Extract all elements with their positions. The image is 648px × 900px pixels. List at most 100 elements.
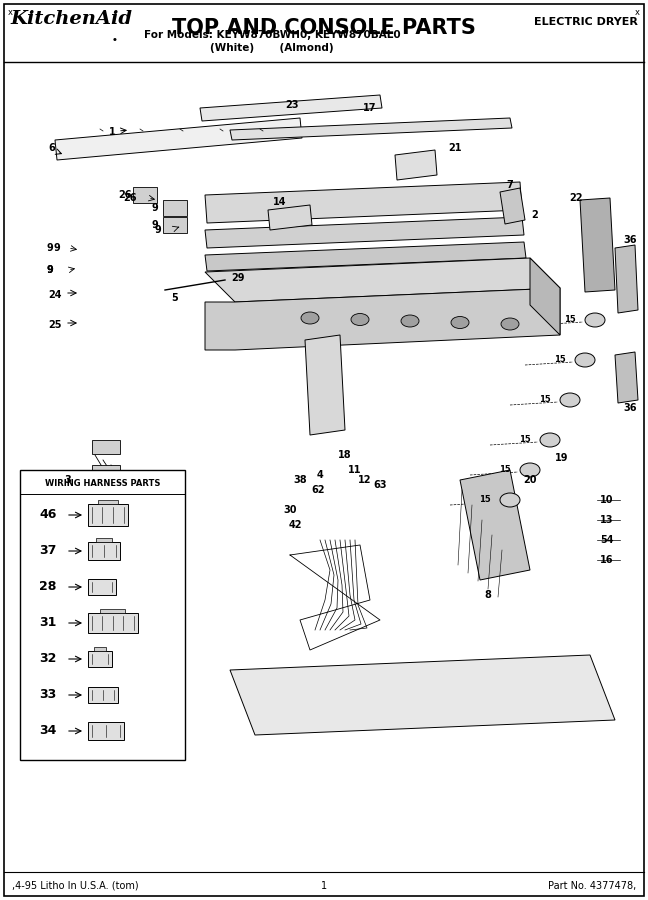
Text: 46: 46 bbox=[40, 508, 56, 521]
Bar bbox=[88, 579, 116, 595]
Text: 21: 21 bbox=[448, 143, 462, 153]
Text: ELECTRIC DRYER: ELECTRIC DRYER bbox=[534, 17, 638, 27]
Text: 14: 14 bbox=[273, 197, 287, 207]
Polygon shape bbox=[55, 118, 302, 160]
Bar bbox=[98, 500, 118, 504]
Text: 17: 17 bbox=[364, 103, 376, 113]
Polygon shape bbox=[205, 288, 560, 350]
Text: 30: 30 bbox=[283, 505, 297, 515]
Text: 23: 23 bbox=[285, 100, 299, 110]
Bar bbox=[100, 609, 125, 613]
Text: 12: 12 bbox=[358, 475, 372, 485]
Bar bbox=[88, 687, 118, 703]
Text: 63: 63 bbox=[373, 480, 387, 490]
Text: 1: 1 bbox=[109, 127, 115, 137]
Polygon shape bbox=[500, 188, 525, 224]
Polygon shape bbox=[460, 470, 530, 580]
Ellipse shape bbox=[501, 318, 519, 330]
Text: 31: 31 bbox=[40, 616, 56, 629]
Bar bbox=[88, 504, 128, 526]
Bar bbox=[88, 651, 112, 667]
Bar bbox=[163, 200, 187, 216]
Ellipse shape bbox=[500, 493, 520, 507]
Text: 7: 7 bbox=[507, 180, 513, 190]
Polygon shape bbox=[205, 217, 524, 248]
Text: 9: 9 bbox=[47, 265, 53, 275]
Bar bbox=[92, 440, 120, 454]
Text: 15: 15 bbox=[564, 316, 576, 325]
Text: ,4-95 Litho In U.S.A. (tom): ,4-95 Litho In U.S.A. (tom) bbox=[12, 881, 139, 891]
Polygon shape bbox=[530, 258, 560, 335]
Text: 19: 19 bbox=[555, 453, 569, 463]
Text: 9: 9 bbox=[152, 220, 158, 230]
Text: 42: 42 bbox=[288, 520, 302, 530]
Ellipse shape bbox=[520, 463, 540, 477]
Text: 26: 26 bbox=[123, 193, 137, 203]
Polygon shape bbox=[268, 205, 312, 230]
Ellipse shape bbox=[401, 315, 419, 327]
Text: 11: 11 bbox=[348, 465, 362, 475]
Text: 2: 2 bbox=[531, 210, 538, 220]
Text: (White)       (Almond): (White) (Almond) bbox=[211, 43, 334, 53]
Text: 54: 54 bbox=[600, 535, 614, 545]
Text: 9: 9 bbox=[47, 265, 53, 275]
Polygon shape bbox=[205, 182, 522, 223]
Text: 1: 1 bbox=[321, 881, 327, 891]
Text: 9: 9 bbox=[54, 243, 60, 253]
Text: 4: 4 bbox=[317, 470, 323, 480]
Polygon shape bbox=[580, 198, 615, 292]
Ellipse shape bbox=[451, 317, 469, 328]
Ellipse shape bbox=[540, 433, 560, 447]
Text: 9: 9 bbox=[155, 225, 161, 235]
Polygon shape bbox=[200, 95, 382, 121]
Ellipse shape bbox=[575, 353, 595, 367]
Polygon shape bbox=[395, 150, 437, 180]
Text: 34: 34 bbox=[40, 724, 56, 737]
Text: 10: 10 bbox=[600, 495, 614, 505]
Polygon shape bbox=[205, 242, 526, 271]
Text: 20: 20 bbox=[523, 475, 537, 485]
Bar bbox=[88, 722, 124, 740]
Text: TOP AND CONSOLE PARTS: TOP AND CONSOLE PARTS bbox=[172, 18, 476, 38]
Text: 24: 24 bbox=[48, 290, 62, 300]
Text: For Models: KEYW870BWH0, KEYW870BAL0: For Models: KEYW870BWH0, KEYW870BAL0 bbox=[144, 30, 400, 40]
Ellipse shape bbox=[301, 312, 319, 324]
Text: 36: 36 bbox=[623, 235, 637, 245]
Bar bbox=[92, 465, 120, 479]
Text: 38: 38 bbox=[293, 475, 307, 485]
Text: 6: 6 bbox=[49, 143, 55, 153]
Bar bbox=[94, 647, 106, 651]
Text: 16: 16 bbox=[600, 555, 614, 565]
Text: 22: 22 bbox=[569, 193, 583, 203]
Text: 28: 28 bbox=[40, 580, 56, 593]
Polygon shape bbox=[230, 118, 512, 140]
Text: 15: 15 bbox=[479, 496, 491, 505]
Text: .: . bbox=[112, 28, 118, 45]
Text: 62: 62 bbox=[311, 485, 325, 495]
Text: 25: 25 bbox=[48, 320, 62, 330]
Text: x: x bbox=[635, 8, 640, 17]
Polygon shape bbox=[615, 352, 638, 403]
Polygon shape bbox=[615, 245, 638, 313]
Text: 18: 18 bbox=[338, 450, 352, 460]
Text: 15: 15 bbox=[554, 356, 566, 364]
Text: 26: 26 bbox=[118, 190, 132, 200]
Ellipse shape bbox=[585, 313, 605, 327]
Text: 3: 3 bbox=[65, 475, 71, 485]
Text: 5: 5 bbox=[172, 293, 178, 303]
Text: 36: 36 bbox=[623, 403, 637, 413]
Text: 15: 15 bbox=[539, 395, 551, 404]
Text: 8: 8 bbox=[485, 590, 491, 600]
Text: x: x bbox=[8, 8, 13, 17]
Text: 33: 33 bbox=[40, 688, 56, 701]
Polygon shape bbox=[205, 258, 560, 302]
Text: KitchenAid: KitchenAid bbox=[10, 10, 132, 28]
Text: 29: 29 bbox=[231, 273, 245, 283]
Bar bbox=[88, 542, 120, 560]
Text: 15: 15 bbox=[519, 436, 531, 445]
Polygon shape bbox=[305, 335, 345, 435]
Bar bbox=[88, 613, 138, 633]
Text: 32: 32 bbox=[40, 652, 56, 665]
Bar bbox=[20, 470, 185, 760]
Text: Part No. 4377478,: Part No. 4377478, bbox=[548, 881, 636, 891]
